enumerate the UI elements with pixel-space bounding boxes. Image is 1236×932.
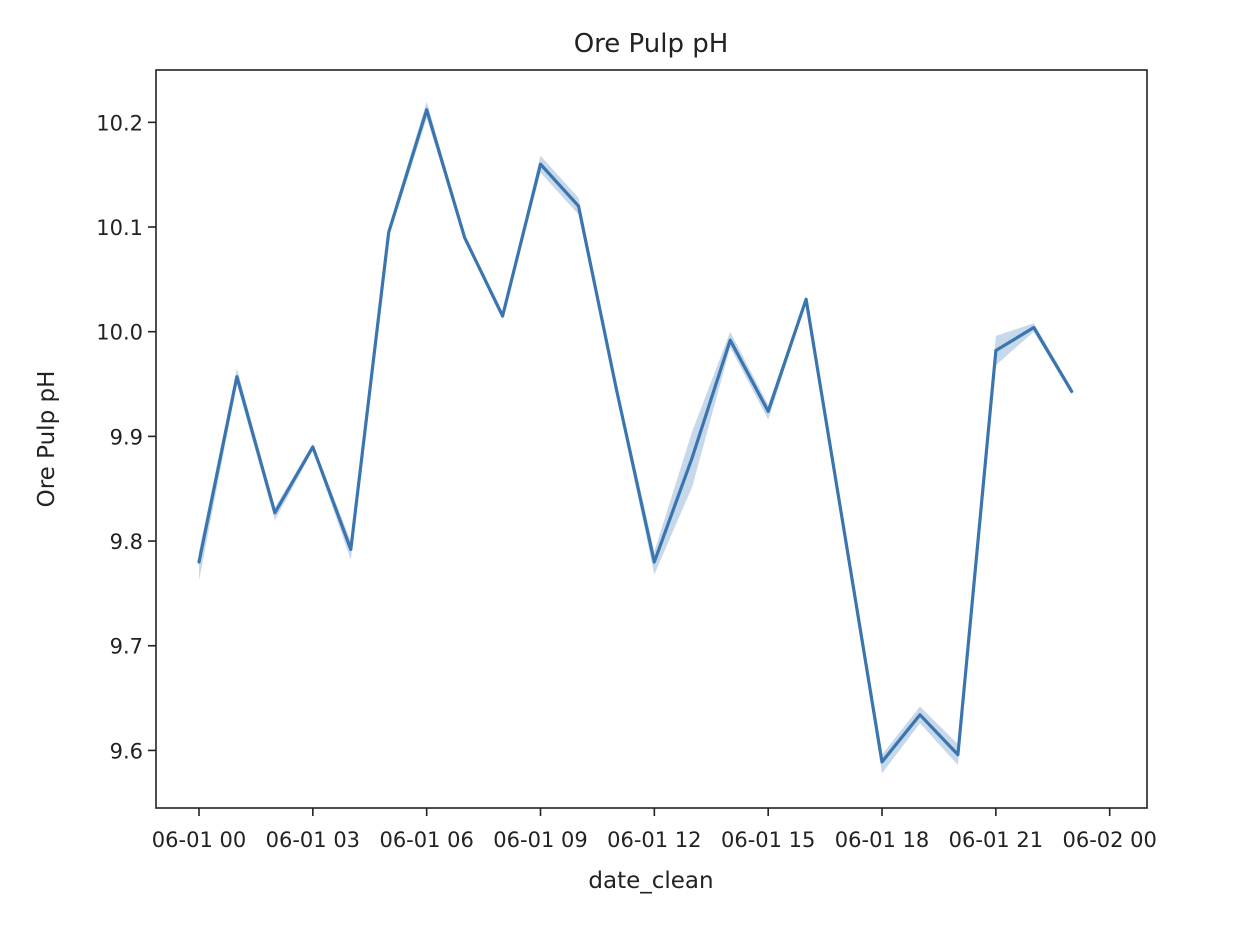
y-tick-label: 9.7 xyxy=(110,635,143,659)
y-axis-label: Ore Pulp pH xyxy=(34,371,60,508)
x-tick-label: 06-01 21 xyxy=(949,828,1043,852)
confidence-band-0 xyxy=(199,101,1072,774)
x-tick-label: 06-01 03 xyxy=(266,828,360,852)
confidence-band-layer xyxy=(199,101,1072,774)
x-axis-ticks: 06-01 00 06-01 03 06-01 06 06-01 09 06-01 12… xyxy=(152,808,1157,852)
plot-frame xyxy=(155,69,1148,809)
y-tick-label: 10.0 xyxy=(96,321,143,345)
chart-title: Ore Pulp pH xyxy=(574,29,729,59)
series-line-0 xyxy=(197,108,1074,764)
series-line-layer xyxy=(197,108,1074,764)
plot-area xyxy=(197,101,1074,774)
y-tick-label: 9.9 xyxy=(110,425,143,449)
x-tick-label: 06-01 18 xyxy=(835,828,929,852)
y-tick-label: 10.2 xyxy=(96,111,143,135)
x-tick-label: 06-01 00 xyxy=(152,828,246,852)
y-tick-label: 10.1 xyxy=(96,216,143,240)
y-tick-label: 9.8 xyxy=(110,530,143,554)
x-tick-label: 06-01 06 xyxy=(379,828,473,852)
x-tick-label: 06-01 12 xyxy=(607,828,701,852)
y-tick-label: 9.6 xyxy=(110,739,143,763)
x-axis-label: date_clean xyxy=(588,868,713,894)
x-tick-label: 06-02 00 xyxy=(1062,828,1156,852)
y-axis-ticks: 9.6 9.7 9.8 9.9 10.0 10.1 10.2 xyxy=(96,111,156,763)
x-tick-label: 06-01 15 xyxy=(721,828,815,852)
x-tick-label: 06-01 09 xyxy=(493,828,587,852)
